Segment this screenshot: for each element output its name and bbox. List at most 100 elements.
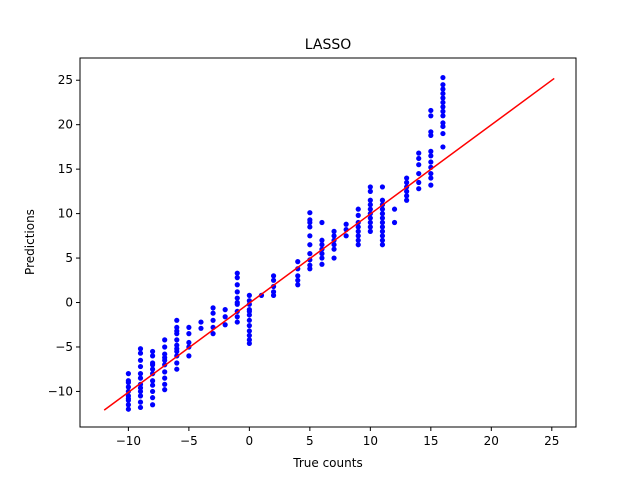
- data-point-68: [222, 322, 228, 328]
- data-point-62: [210, 310, 216, 316]
- data-point-8: [125, 379, 131, 386]
- data-point-63: [210, 317, 216, 323]
- data-point-142: [367, 215, 373, 221]
- x-tick-label: 5: [306, 434, 314, 448]
- data-point-56: [186, 339, 192, 346]
- data-point-112: [319, 219, 325, 226]
- y-tick-label: 25: [58, 73, 73, 87]
- data-point-72: [234, 289, 240, 295]
- data-point-164: [404, 193, 410, 199]
- data-point-158: [391, 206, 398, 212]
- data-point-184: [440, 82, 446, 88]
- data-point-43: [174, 317, 180, 323]
- data-point-6: [125, 402, 131, 408]
- data-point-28: [149, 382, 156, 388]
- plot-area: [103, 74, 555, 412]
- data-point-93: [270, 277, 277, 283]
- data-point-171: [416, 186, 422, 192]
- data-point-194: [440, 130, 446, 137]
- data-point-97: [295, 259, 301, 265]
- data-point-13: [137, 363, 144, 370]
- data-point-31: [149, 402, 156, 408]
- data-point-92: [270, 273, 277, 279]
- data-point-7: [125, 406, 131, 412]
- data-point-128: [355, 206, 361, 212]
- data-point-187: [440, 95, 446, 101]
- data-point-89: [246, 340, 252, 347]
- data-point-87: [246, 332, 252, 339]
- x-axis-label: True counts: [292, 456, 362, 470]
- data-point-124: [331, 255, 337, 261]
- data-point-135: [355, 242, 361, 248]
- data-point-163: [404, 188, 410, 194]
- data-point-189: [440, 104, 446, 110]
- data-point-50: [174, 360, 180, 366]
- data-point-105: [307, 233, 313, 239]
- data-point-114: [319, 242, 325, 248]
- data-point-176: [428, 148, 434, 154]
- data-point-85: [246, 323, 252, 329]
- data-point-137: [367, 188, 373, 194]
- data-point-30: [149, 395, 156, 401]
- data-point-150: [379, 211, 386, 217]
- data-point-14: [137, 371, 144, 377]
- data-point-15: [137, 375, 144, 381]
- data-point-40: [162, 381, 168, 387]
- data-point-42: [162, 355, 168, 361]
- data-point-180: [428, 170, 434, 177]
- data-point-108: [307, 257, 313, 263]
- data-point-58: [186, 353, 192, 359]
- data-point-172: [428, 107, 434, 114]
- data-point-183: [440, 74, 446, 81]
- data-point-73: [234, 295, 240, 301]
- data-point-139: [367, 202, 373, 208]
- data-point-129: [355, 212, 361, 218]
- data-point-78: [234, 299, 240, 306]
- data-point-165: [404, 197, 410, 203]
- data-point-120: [331, 233, 337, 239]
- data-point-144: [367, 224, 373, 230]
- data-point-61: [210, 305, 216, 311]
- data-point-132: [355, 228, 361, 234]
- data-point-53: [174, 346, 180, 352]
- data-point-175: [428, 132, 434, 138]
- data-point-182: [428, 182, 434, 188]
- data-point-191: [440, 113, 446, 119]
- y-tick-label: 5: [65, 251, 73, 265]
- data-point-134: [355, 237, 361, 243]
- data-point-151: [379, 215, 386, 221]
- data-point-143: [367, 219, 373, 226]
- x-tick-label: −10: [116, 434, 141, 448]
- data-point-174: [428, 129, 434, 135]
- x-tick-label: 15: [423, 434, 438, 448]
- data-point-67: [222, 314, 228, 320]
- data-point-131: [355, 224, 361, 230]
- data-point-33: [162, 337, 168, 343]
- data-point-70: [234, 275, 240, 281]
- data-point-168: [416, 162, 422, 168]
- x-tick-label: 0: [246, 434, 254, 448]
- data-point-167: [416, 155, 422, 162]
- data-point-159: [391, 219, 398, 226]
- data-point-21: [137, 385, 144, 391]
- data-point-145: [367, 228, 373, 234]
- x-axis: −10 −5 0 5 10 15 20 25: [116, 427, 559, 448]
- data-point-155: [379, 233, 386, 239]
- chart-title: LASSO: [305, 37, 352, 53]
- y-axis: −10 −5 0 5 10 15 20 25: [48, 73, 80, 398]
- data-point-161: [404, 179, 410, 186]
- data-point-117: [319, 255, 325, 261]
- data-point-96: [270, 292, 277, 298]
- x-tick-label: 10: [363, 434, 378, 448]
- data-point-102: [307, 210, 313, 216]
- data-point-107: [307, 251, 313, 257]
- data-point-133: [355, 233, 361, 239]
- data-point-160: [404, 175, 410, 181]
- data-point-192: [440, 120, 446, 126]
- y-tick-label: 0: [65, 296, 73, 310]
- data-point-119: [331, 228, 337, 234]
- data-point-136: [367, 184, 373, 190]
- data-point-41: [162, 387, 168, 393]
- data-point-59: [198, 319, 204, 325]
- x-tick-label: 20: [484, 434, 499, 448]
